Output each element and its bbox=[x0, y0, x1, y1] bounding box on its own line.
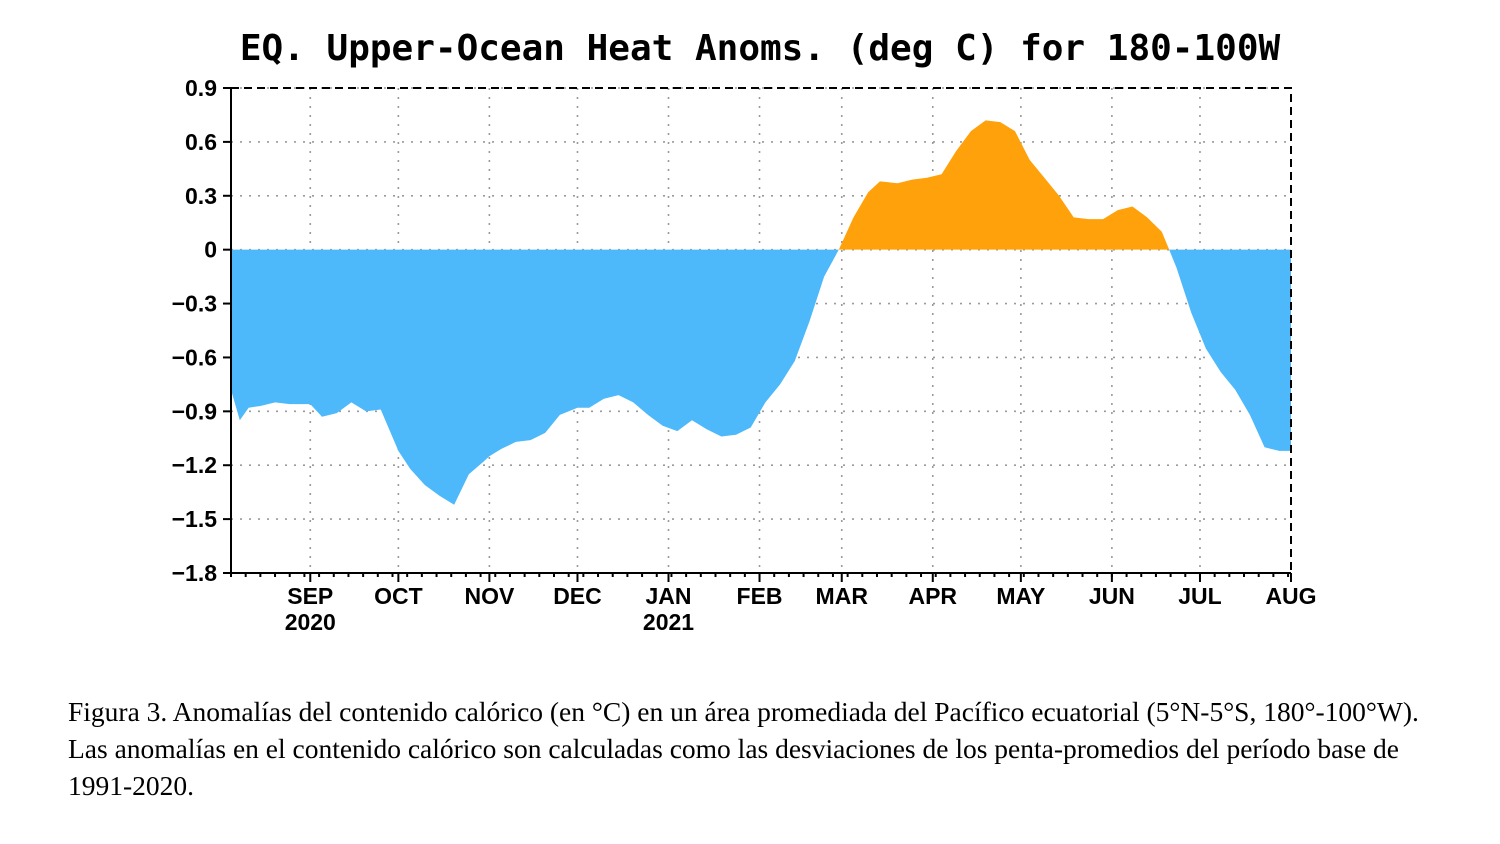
positive-anomaly-area bbox=[231, 120, 1291, 250]
y-tick-label: 0.3 bbox=[185, 183, 217, 209]
x-tick-label: JAN bbox=[645, 583, 691, 609]
x-tick-year-label: 2020 bbox=[285, 609, 336, 635]
x-tick-label: AUG bbox=[1265, 583, 1316, 609]
y-tick-label: 0.9 bbox=[185, 75, 217, 101]
x-tick-label: APR bbox=[908, 583, 957, 609]
x-tick-label: DEC bbox=[553, 583, 602, 609]
y-tick-label: −0.9 bbox=[172, 398, 217, 424]
y-tick-label: −1.2 bbox=[172, 452, 217, 478]
x-tick-label: SEP bbox=[287, 583, 333, 609]
x-tick-label: MAR bbox=[816, 583, 869, 609]
y-tick-label: −0.6 bbox=[172, 344, 217, 370]
y-tick-label: −0.3 bbox=[172, 291, 217, 317]
x-tick-year-label: 2021 bbox=[643, 609, 694, 635]
x-tick-label: OCT bbox=[374, 583, 423, 609]
chart: EQ. Upper-Ocean Heat Anoms. (deg C) for … bbox=[172, 28, 1317, 635]
x-tick-label: JUN bbox=[1089, 583, 1135, 609]
y-tick-label: 0 bbox=[204, 237, 217, 263]
negative-anomaly-area bbox=[231, 249, 1291, 505]
figure-caption: Figura 3. Anomalías del contenido calóri… bbox=[68, 696, 1419, 801]
anomaly-area bbox=[231, 120, 1291, 505]
y-tick-label: −1.8 bbox=[172, 560, 218, 586]
chart-title: EQ. Upper-Ocean Heat Anoms. (deg C) for … bbox=[240, 28, 1281, 69]
x-tick-label: MAY bbox=[996, 583, 1045, 609]
x-tick-label: NOV bbox=[464, 583, 515, 609]
y-tick-label: −1.5 bbox=[172, 506, 218, 532]
y-tick-label: 0.6 bbox=[185, 129, 217, 155]
x-tick-label: FEB bbox=[737, 583, 783, 609]
x-tick-label: JUL bbox=[1178, 583, 1221, 609]
plot-frame bbox=[231, 87, 1292, 573]
y-axis-ticks: 0.9 0.6 0.3 0 −0.3 −0.6 −0.9 −1.2 −1.5 −1.8 bbox=[172, 75, 231, 586]
